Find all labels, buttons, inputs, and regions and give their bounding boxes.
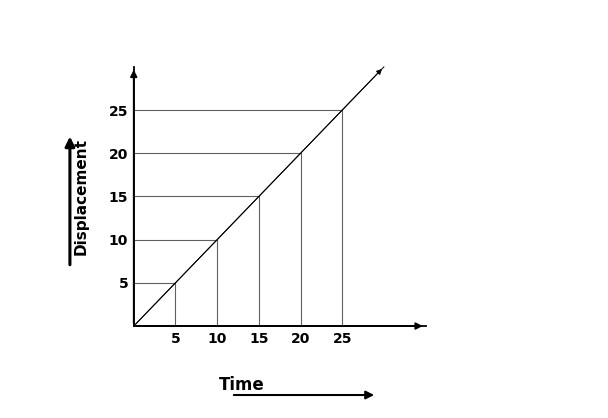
Text: Time: Time xyxy=(219,375,264,394)
Text: Displacement: Displacement xyxy=(74,138,89,255)
